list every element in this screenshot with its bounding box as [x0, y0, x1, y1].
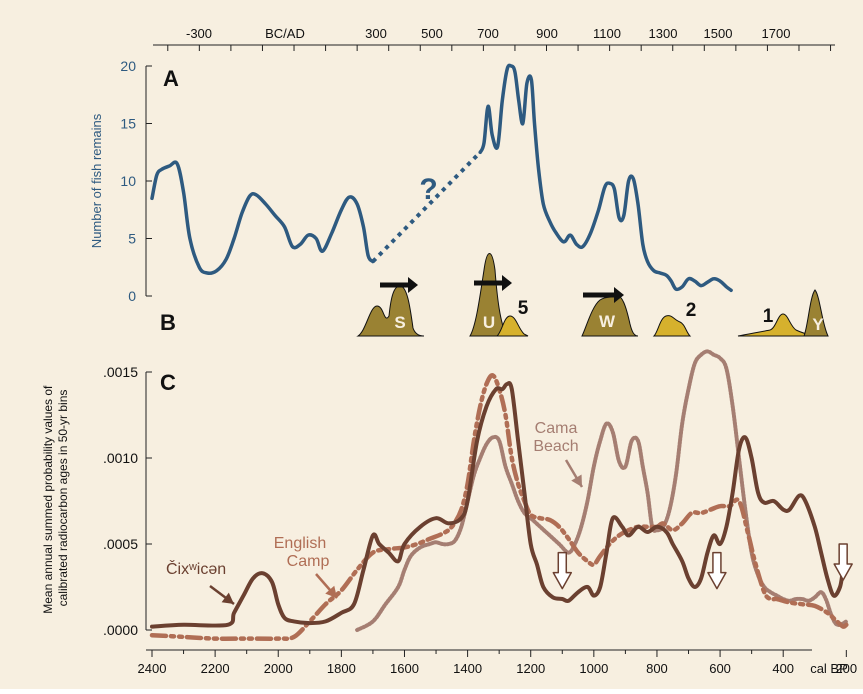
series-label-english-camp-line-2: Camp [287, 553, 330, 570]
bottom-tick-label: 2400 [138, 661, 167, 676]
panel-label-c: C [160, 370, 176, 395]
event-s-arrow-head [408, 277, 418, 293]
top-axis-label: BC/AD [265, 26, 305, 41]
bottom-tick-label: 200 [835, 661, 857, 676]
series-label-cixwicen: Čixʷicən [166, 559, 226, 578]
bottom-tick-label: 1000 [579, 661, 608, 676]
panel-c-y-ticks: .0000 .0005 .0010 .0015 [103, 364, 152, 638]
top-tick-label: 300 [365, 26, 387, 41]
panel-a-y-tick-label: 5 [128, 231, 136, 247]
event-2-label: 2 [686, 300, 697, 321]
panel-a-y-label: Number of fish remains [89, 113, 104, 248]
down-arrow-icon [552, 551, 573, 590]
top-tick-label: 500 [421, 26, 443, 41]
panel-a-plot: ? [150, 63, 733, 293]
top-axis: BC/AD -300 300 500 700 900 1100 1300 150… [153, 26, 835, 46]
panel-a-y-tick-label: 0 [128, 288, 136, 304]
top-tick-label: 1500 [704, 26, 733, 41]
series-label-cama-beach-line-2: Beach [533, 438, 578, 455]
bottom-tick-label: 1600 [390, 661, 419, 676]
event-s-label: S [394, 313, 405, 332]
panel-c-y-tick-label: .0015 [103, 364, 138, 380]
bottom-tick-label: 1200 [516, 661, 545, 676]
panel-b-events: S U 5 W 2 1 Y [356, 253, 829, 337]
event-u-label: U [483, 313, 495, 332]
panel-c-y-axis: Mean annual summed probability values of… [41, 372, 147, 630]
panel-c-y-tick-label: .0010 [103, 450, 138, 466]
panel-a-y-tick-label: 15 [120, 116, 136, 132]
fish-remains-gap-line [371, 150, 482, 263]
bottom-axis: cal BP [146, 649, 848, 676]
bottom-tick-label: 800 [646, 661, 668, 676]
event-2-shape [652, 315, 692, 337]
series-pointer-english-camp-head [325, 585, 337, 598]
panel-a-y-tick-label: 10 [120, 173, 136, 189]
bottom-tick-label: 2200 [201, 661, 230, 676]
top-tick-label: -300 [186, 26, 212, 41]
series-line-english-camp [149, 373, 849, 641]
fish-remains-line [150, 160, 375, 275]
event-u-shape [469, 253, 508, 337]
bottom-tick-label: 600 [709, 661, 731, 676]
bottom-axis-ticks: 2400 2200 2000 1800 1600 1400 1200 1000 800 600 40… [138, 650, 857, 676]
top-axis-minor-ticks [167, 45, 832, 51]
event-w-arrow-head [614, 287, 624, 303]
series-label-english-camp-line-1: English [274, 535, 326, 552]
panel-c-y-tick-label: .0000 [103, 622, 138, 638]
series-line-cama-beach [355, 349, 849, 632]
top-tick-label: 900 [536, 26, 558, 41]
gap-question-mark: ? [419, 173, 437, 206]
top-tick-label: 1100 [593, 26, 621, 41]
panel-c-y-label: Mean annual summed probability values of… [41, 382, 70, 613]
panel-label-b: B [160, 310, 176, 335]
top-tick-label: 1700 [762, 26, 791, 41]
panel-c-y-label-line-1: Mean annual summed probability values of [41, 385, 55, 614]
top-tick-label: 700 [477, 26, 499, 41]
panel-a-y-tick-label: 20 [120, 58, 136, 74]
bottom-tick-label: 2000 [264, 661, 293, 676]
event-w-label: W [599, 312, 616, 331]
bottom-tick-label: 1800 [327, 661, 356, 676]
down-arrow-icon [707, 551, 727, 590]
event-5-shape [495, 315, 529, 337]
event-1-label: 1 [763, 306, 774, 327]
series-pointer-cama-beach-head [571, 474, 582, 487]
series-line-cixwicen [150, 381, 849, 629]
bottom-tick-label: 400 [772, 661, 794, 676]
event-y-label: Y [812, 315, 824, 334]
event-5-label: 5 [518, 298, 529, 319]
panel-c-y-label-line-2: calibrated radiocarbon ages in 50-yr bin… [56, 390, 70, 607]
fish-remains-line [478, 63, 733, 293]
event-y-shape [803, 289, 829, 337]
bottom-tick-label: 1400 [453, 661, 482, 676]
bottom-axis-unit-label: cal BP [810, 661, 848, 676]
event-s-shape [356, 285, 425, 337]
event-u-arrow-head [502, 275, 512, 291]
down-arrow-icon [833, 543, 853, 581]
panel-c-y-tick-label: .0005 [103, 536, 138, 552]
series-pointer-cixwicen-head [221, 592, 234, 604]
event-1-shape [737, 313, 815, 337]
series-label-cama-beach-line-1: Cama [535, 420, 578, 437]
panel-a-y-ticks: 0 5 10 15 20 [120, 58, 152, 304]
top-tick-label: 1300 [649, 26, 678, 41]
panel-label-a: A [163, 66, 179, 91]
